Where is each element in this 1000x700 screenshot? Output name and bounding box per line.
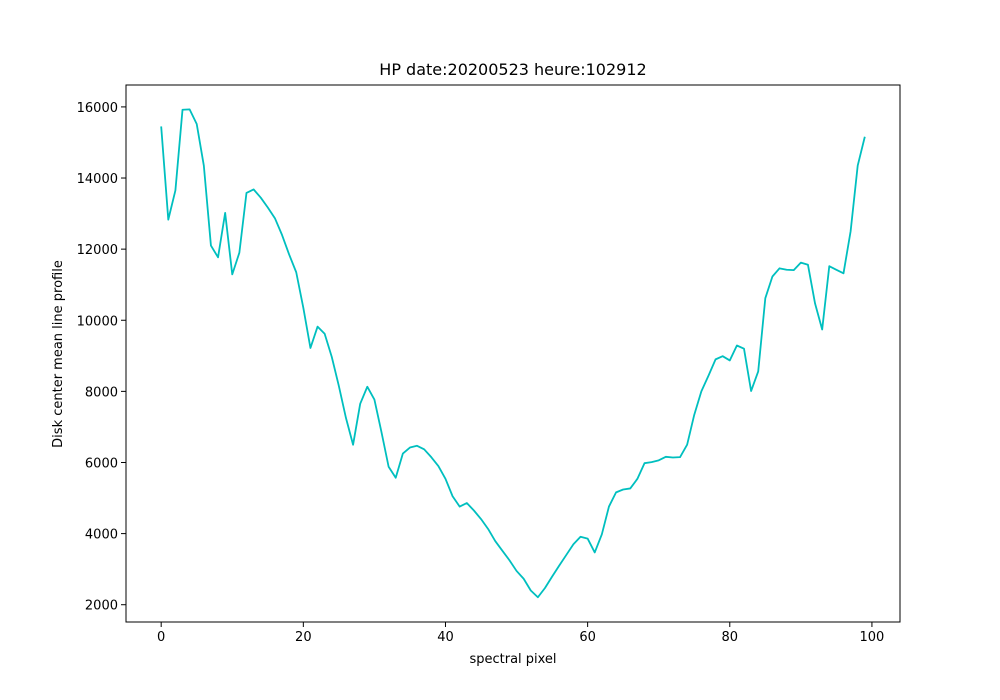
y-tick-label: 4000	[85, 528, 118, 543]
y-tick-label: 10000	[77, 314, 118, 329]
x-tick-label: 100	[860, 630, 885, 645]
y-axis-label: Disk center mean line profile	[51, 260, 66, 448]
chart-title: HP date:20200523 heure:102912	[379, 60, 646, 79]
y-tick-label: 2000	[85, 599, 118, 614]
plot-frame	[125, 84, 901, 623]
x-axis-label: spectral pixel	[469, 652, 556, 667]
y-tick-label: 8000	[85, 385, 118, 400]
y-tick-label: 12000	[77, 243, 118, 258]
y-tick-label: 14000	[77, 172, 118, 187]
y-tick-label: 16000	[77, 101, 118, 116]
x-tick-label: 20	[295, 630, 312, 645]
x-tick-label: 0	[157, 630, 165, 645]
y-tick-label: 6000	[85, 456, 118, 471]
x-tick-label: 80	[722, 630, 739, 645]
x-tick-label: 40	[437, 630, 454, 645]
data-line	[160, 108, 866, 599]
x-tick-label: 60	[579, 630, 596, 645]
